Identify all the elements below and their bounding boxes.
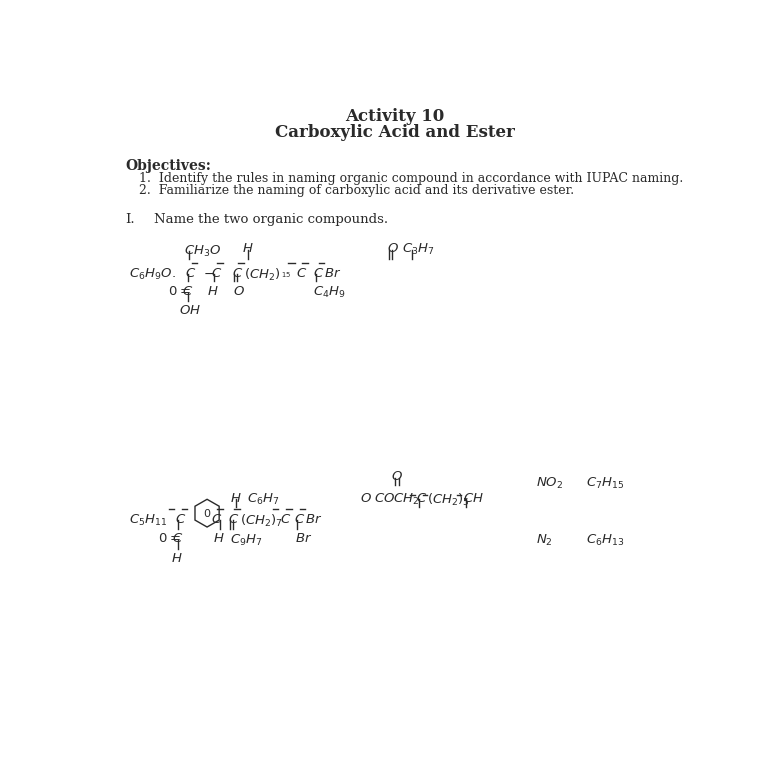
Text: $C_4H_9$: $C_4H_9$ [313, 285, 346, 300]
Text: Activity 10: Activity 10 [345, 108, 444, 125]
Text: $H$: $H$ [230, 492, 242, 505]
Text: $Br$: $Br$ [305, 513, 322, 526]
Text: $C_5H_{11}$: $C_5H_{11}$ [129, 513, 167, 528]
Text: Objectives:: Objectives: [126, 159, 212, 173]
Text: Name the two organic compounds.: Name the two organic compounds. [154, 213, 389, 226]
Text: $C_9H_7$: $C_9H_7$ [229, 533, 262, 547]
Text: $H$: $H$ [213, 533, 225, 546]
Text: $NO_2$: $NO_2$ [537, 477, 564, 491]
Text: $0$: $0$ [203, 507, 211, 519]
Text: $C$: $C$ [211, 513, 223, 526]
Text: $O$: $O$ [387, 242, 399, 255]
Text: $OH$: $OH$ [179, 305, 201, 318]
Text: $C$: $C$ [172, 533, 183, 546]
Text: $CH$: $CH$ [463, 492, 484, 505]
Text: 1.  Identify the rules in naming organic compound in accordance with IUPAC namin: 1. Identify the rules in naming organic … [139, 172, 683, 185]
Text: $COCH_2$: $COCH_2$ [373, 492, 420, 507]
Text: $C$: $C$ [294, 513, 305, 526]
Text: $N_2$: $N_2$ [537, 533, 554, 547]
Text: $_{15}$: $_{15}$ [281, 270, 291, 280]
Text: $C_6H_9O.$: $C_6H_9O.$ [129, 267, 176, 282]
Text: $C_7H_{15}$: $C_7H_{15}$ [586, 477, 624, 491]
Text: $(CH_2)_5$: $(CH_2)_5$ [427, 492, 470, 508]
Text: $(CH_2)_7$: $(CH_2)_7$ [239, 513, 283, 529]
Text: $CH_3O$: $CH_3O$ [184, 244, 221, 258]
Text: $O$: $O$ [391, 470, 403, 483]
Text: Carboxylic Acid and Ester: Carboxylic Acid and Ester [275, 124, 514, 141]
Text: $O$: $O$ [233, 285, 246, 298]
Text: $C_6H_7$: $C_6H_7$ [247, 492, 280, 507]
Text: $C$: $C$ [211, 267, 223, 280]
Text: 2.  Familiarize the naming of carboxylic acid and its derivative ester.: 2. Familiarize the naming of carboxylic … [139, 184, 574, 197]
Text: $(CH_2)$: $(CH_2)$ [244, 267, 281, 283]
Text: $C$: $C$ [296, 267, 307, 280]
Text: $0=$: $0=$ [168, 285, 190, 298]
Text: $C$: $C$ [186, 267, 196, 280]
Text: $C$: $C$ [228, 513, 239, 526]
Text: $C$: $C$ [313, 267, 324, 280]
Text: $C_6H_{13}$: $C_6H_{13}$ [586, 533, 624, 547]
Text: $C$: $C$ [182, 285, 192, 298]
Text: $C$: $C$ [417, 492, 427, 505]
Text: I.: I. [126, 213, 136, 226]
Text: $C$: $C$ [232, 267, 243, 280]
Text: $0=$: $0=$ [159, 533, 181, 546]
Text: $H$: $H$ [206, 285, 219, 298]
Text: $Br$: $Br$ [296, 533, 313, 546]
Text: $-$: $-$ [203, 267, 215, 280]
Text: $Br$: $Br$ [324, 267, 341, 280]
Text: $C$: $C$ [280, 513, 291, 526]
Text: $C_3H_7$: $C_3H_7$ [402, 242, 434, 257]
Text: $H$: $H$ [171, 552, 182, 565]
Text: $O$: $O$ [360, 492, 372, 505]
Text: $H$: $H$ [243, 242, 254, 255]
Text: $C$: $C$ [176, 513, 186, 526]
